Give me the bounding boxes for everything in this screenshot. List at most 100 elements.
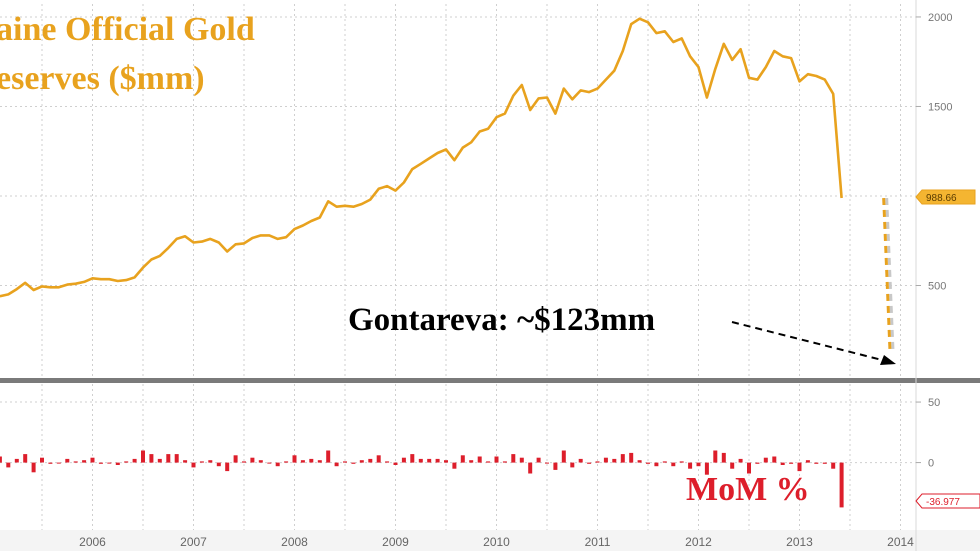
mom-bar [334,462,339,467]
mom-bar [65,458,70,463]
mom-bar [772,456,777,463]
panel-divider [0,378,980,383]
mom-bar [654,462,659,467]
x-tick-label: 2008 [281,535,308,549]
mom-bar [40,457,44,463]
mom-bar [688,462,693,469]
mom-bar [233,455,238,463]
mom-bar [494,456,499,463]
mom-bar [603,457,608,463]
mom-bar [107,462,112,464]
mom-bar [275,462,280,467]
mom-bar [696,462,701,467]
reserves-line [0,17,843,298]
chart-title-line2: eserves ($mm) [0,60,205,97]
mom-bar [612,458,617,463]
mom-bar [326,450,331,463]
mom-label: MoM % [686,471,810,508]
mom-bar [763,457,768,463]
mom-bar [317,460,322,463]
mom-bar [284,461,289,463]
mom-bar [359,460,364,463]
x-tick-label: 2010 [483,535,510,549]
mom-bar [679,461,684,463]
mom-bar [292,455,297,463]
mom-bar [435,458,440,463]
mom-bar [460,455,465,463]
mom-bar [427,458,432,463]
mom-bar [511,454,516,463]
mom-bars [0,450,844,508]
mom-bar [822,462,827,464]
y-tick-label: 500 [928,280,946,292]
mom-bar [595,461,600,463]
mom-last-value-tag: -36.977 [915,493,980,509]
mom-bar [149,454,154,463]
annotation-arrow [731,321,896,365]
mom-bar [561,450,566,463]
mom-bar [216,462,221,467]
x-tick-label: 2006 [79,535,106,549]
x-tick-label: 2011 [585,535,611,549]
mom-bar [132,458,137,463]
mom-bar [545,462,549,464]
mom-bar [267,462,272,464]
chart-title-line1: aine Official Gold [0,11,255,48]
mom-bar [309,458,314,463]
reserves-series [0,17,895,354]
mom-bar [536,457,541,463]
mom-bar [258,460,263,463]
mom-bar [797,462,802,472]
mom-bar [721,452,726,463]
mom-bar [519,457,524,463]
mom-bar [662,461,667,463]
x-tick-label: 2009 [382,535,409,549]
gontareva-annotation: Gontareva: ~$123mm [348,302,655,338]
mom-bar [300,460,305,463]
mom-bar [502,461,507,463]
x-tick-label: 2013 [786,535,813,549]
mom-bar [157,458,162,463]
mom-bar [376,455,381,463]
mom-bar [730,462,735,469]
mom-bar [0,456,2,463]
mom-bar [477,456,482,463]
mom-bar [528,462,533,474]
mom-bar [401,457,406,463]
svg-text:-36.977: -36.977 [926,497,960,508]
mom-bar [23,454,28,463]
mom-bar [637,460,642,463]
mom-bar [805,460,810,463]
mom-bar [174,454,179,463]
mom-bar [343,461,347,463]
mom-bar [14,458,19,463]
mom-bar [469,460,474,463]
mom-bar [789,462,794,464]
svg-text:988.66: 988.66 [926,193,957,204]
mom-bar [587,462,592,464]
mom-bar [738,458,743,463]
mom-bar [393,462,398,465]
mom-bar [385,461,390,463]
mom-bar [747,462,751,474]
mom-bar [56,462,61,464]
mom-bar [208,460,213,463]
mom-bar [199,461,204,463]
mom-bar [90,457,95,463]
mom-bar [73,461,78,463]
last-value-tag: 988.66 [915,189,976,205]
mom-bar [115,462,120,465]
mom-bar [410,454,415,463]
y-tick-label: 1500 [928,101,952,113]
mom-bar [225,462,230,472]
mom-bar [250,457,255,463]
x-axis-strip [0,530,980,551]
mom-bar [141,450,145,463]
mom-bar [553,462,558,470]
mom-bar [98,462,103,464]
mom-bar [780,462,785,465]
mom-bar [578,458,583,463]
y-tick-label: 50 [928,397,940,409]
mom-bar [671,462,676,467]
